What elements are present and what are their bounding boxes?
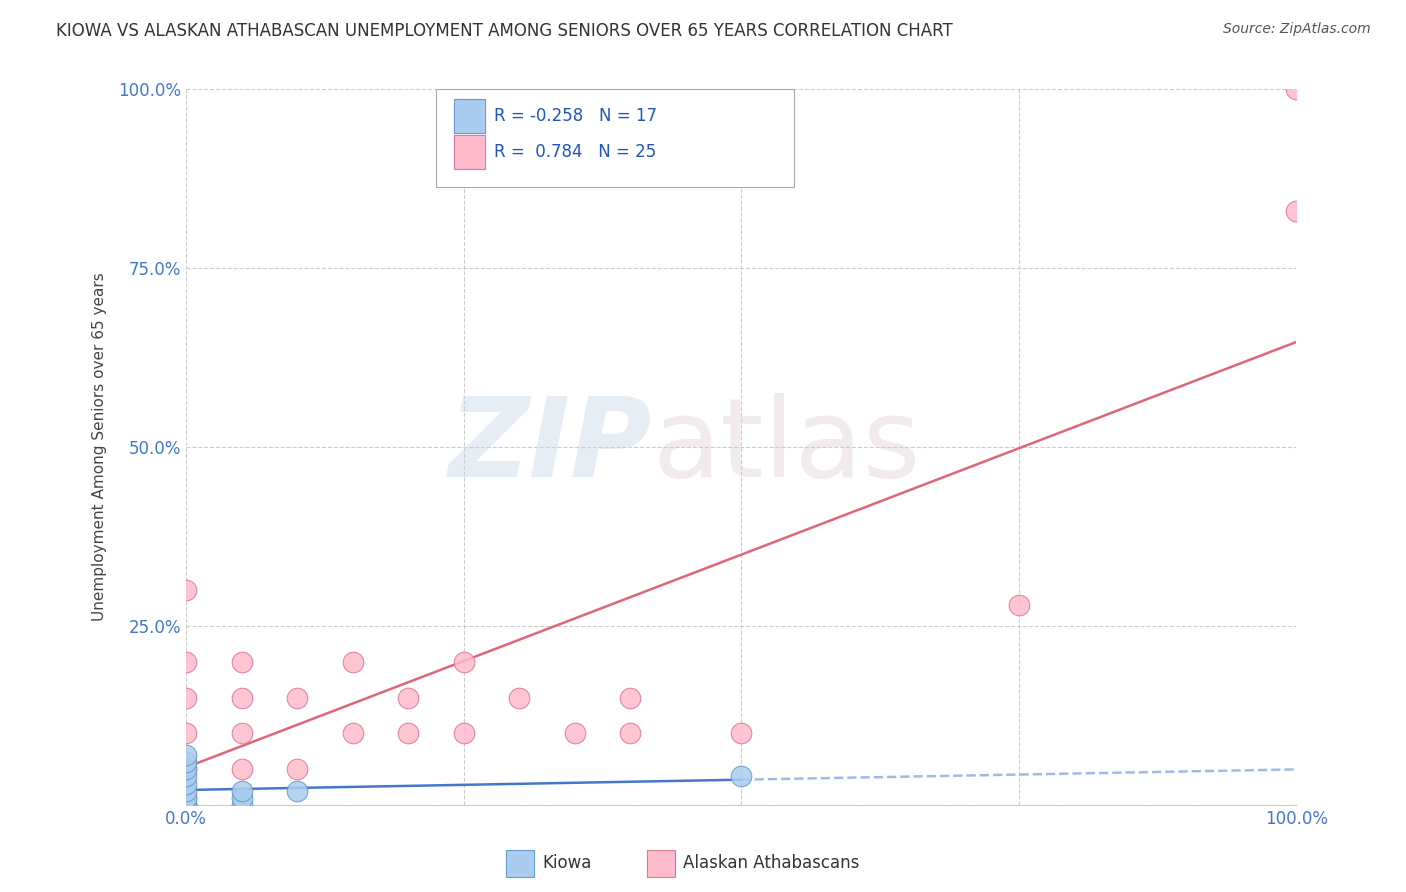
Point <box>285 783 308 797</box>
Text: KIOWA VS ALASKAN ATHABASCAN UNEMPLOYMENT AMONG SENIORS OVER 65 YEARS CORRELATION: KIOWA VS ALASKAN ATHABASCAN UNEMPLOYMENT… <box>56 22 953 40</box>
Point <box>176 769 198 783</box>
Point <box>619 690 641 705</box>
Point <box>564 726 586 740</box>
Point <box>176 762 198 776</box>
Text: Alaskan Athabascans: Alaskan Athabascans <box>683 855 859 872</box>
Point <box>1285 203 1308 218</box>
Point <box>176 655 198 669</box>
Point <box>176 762 198 776</box>
Text: ZIP: ZIP <box>449 393 652 500</box>
Point <box>342 726 364 740</box>
Point <box>176 755 198 769</box>
Point <box>453 726 475 740</box>
Point <box>176 798 198 813</box>
Point <box>396 726 419 740</box>
Point <box>285 690 308 705</box>
Point <box>453 655 475 669</box>
Point <box>619 726 641 740</box>
Y-axis label: Unemployment Among Seniors over 65 years: Unemployment Among Seniors over 65 years <box>93 273 107 622</box>
Text: R =  0.784   N = 25: R = 0.784 N = 25 <box>494 143 655 161</box>
Point <box>176 583 198 598</box>
Point <box>231 783 253 797</box>
Point <box>342 655 364 669</box>
Point <box>176 791 198 805</box>
Point <box>231 798 253 813</box>
Point <box>176 798 198 813</box>
Point <box>176 747 198 762</box>
Point <box>176 776 198 790</box>
Text: atlas: atlas <box>652 393 921 500</box>
Point <box>176 726 198 740</box>
Point <box>1008 598 1031 612</box>
Point <box>176 798 198 813</box>
Point <box>231 762 253 776</box>
Point <box>1285 82 1308 96</box>
Text: Kiowa: Kiowa <box>543 855 592 872</box>
Text: R = -0.258   N = 17: R = -0.258 N = 17 <box>494 107 657 125</box>
Point <box>176 798 198 813</box>
Point <box>176 791 198 805</box>
Point <box>508 690 530 705</box>
Point <box>730 769 752 783</box>
Text: Source: ZipAtlas.com: Source: ZipAtlas.com <box>1223 22 1371 37</box>
Point <box>396 690 419 705</box>
Point <box>231 791 253 805</box>
Point <box>176 690 198 705</box>
Point <box>176 783 198 797</box>
Point <box>231 655 253 669</box>
Point <box>231 690 253 705</box>
Point <box>231 726 253 740</box>
Point <box>730 726 752 740</box>
Point <box>285 762 308 776</box>
